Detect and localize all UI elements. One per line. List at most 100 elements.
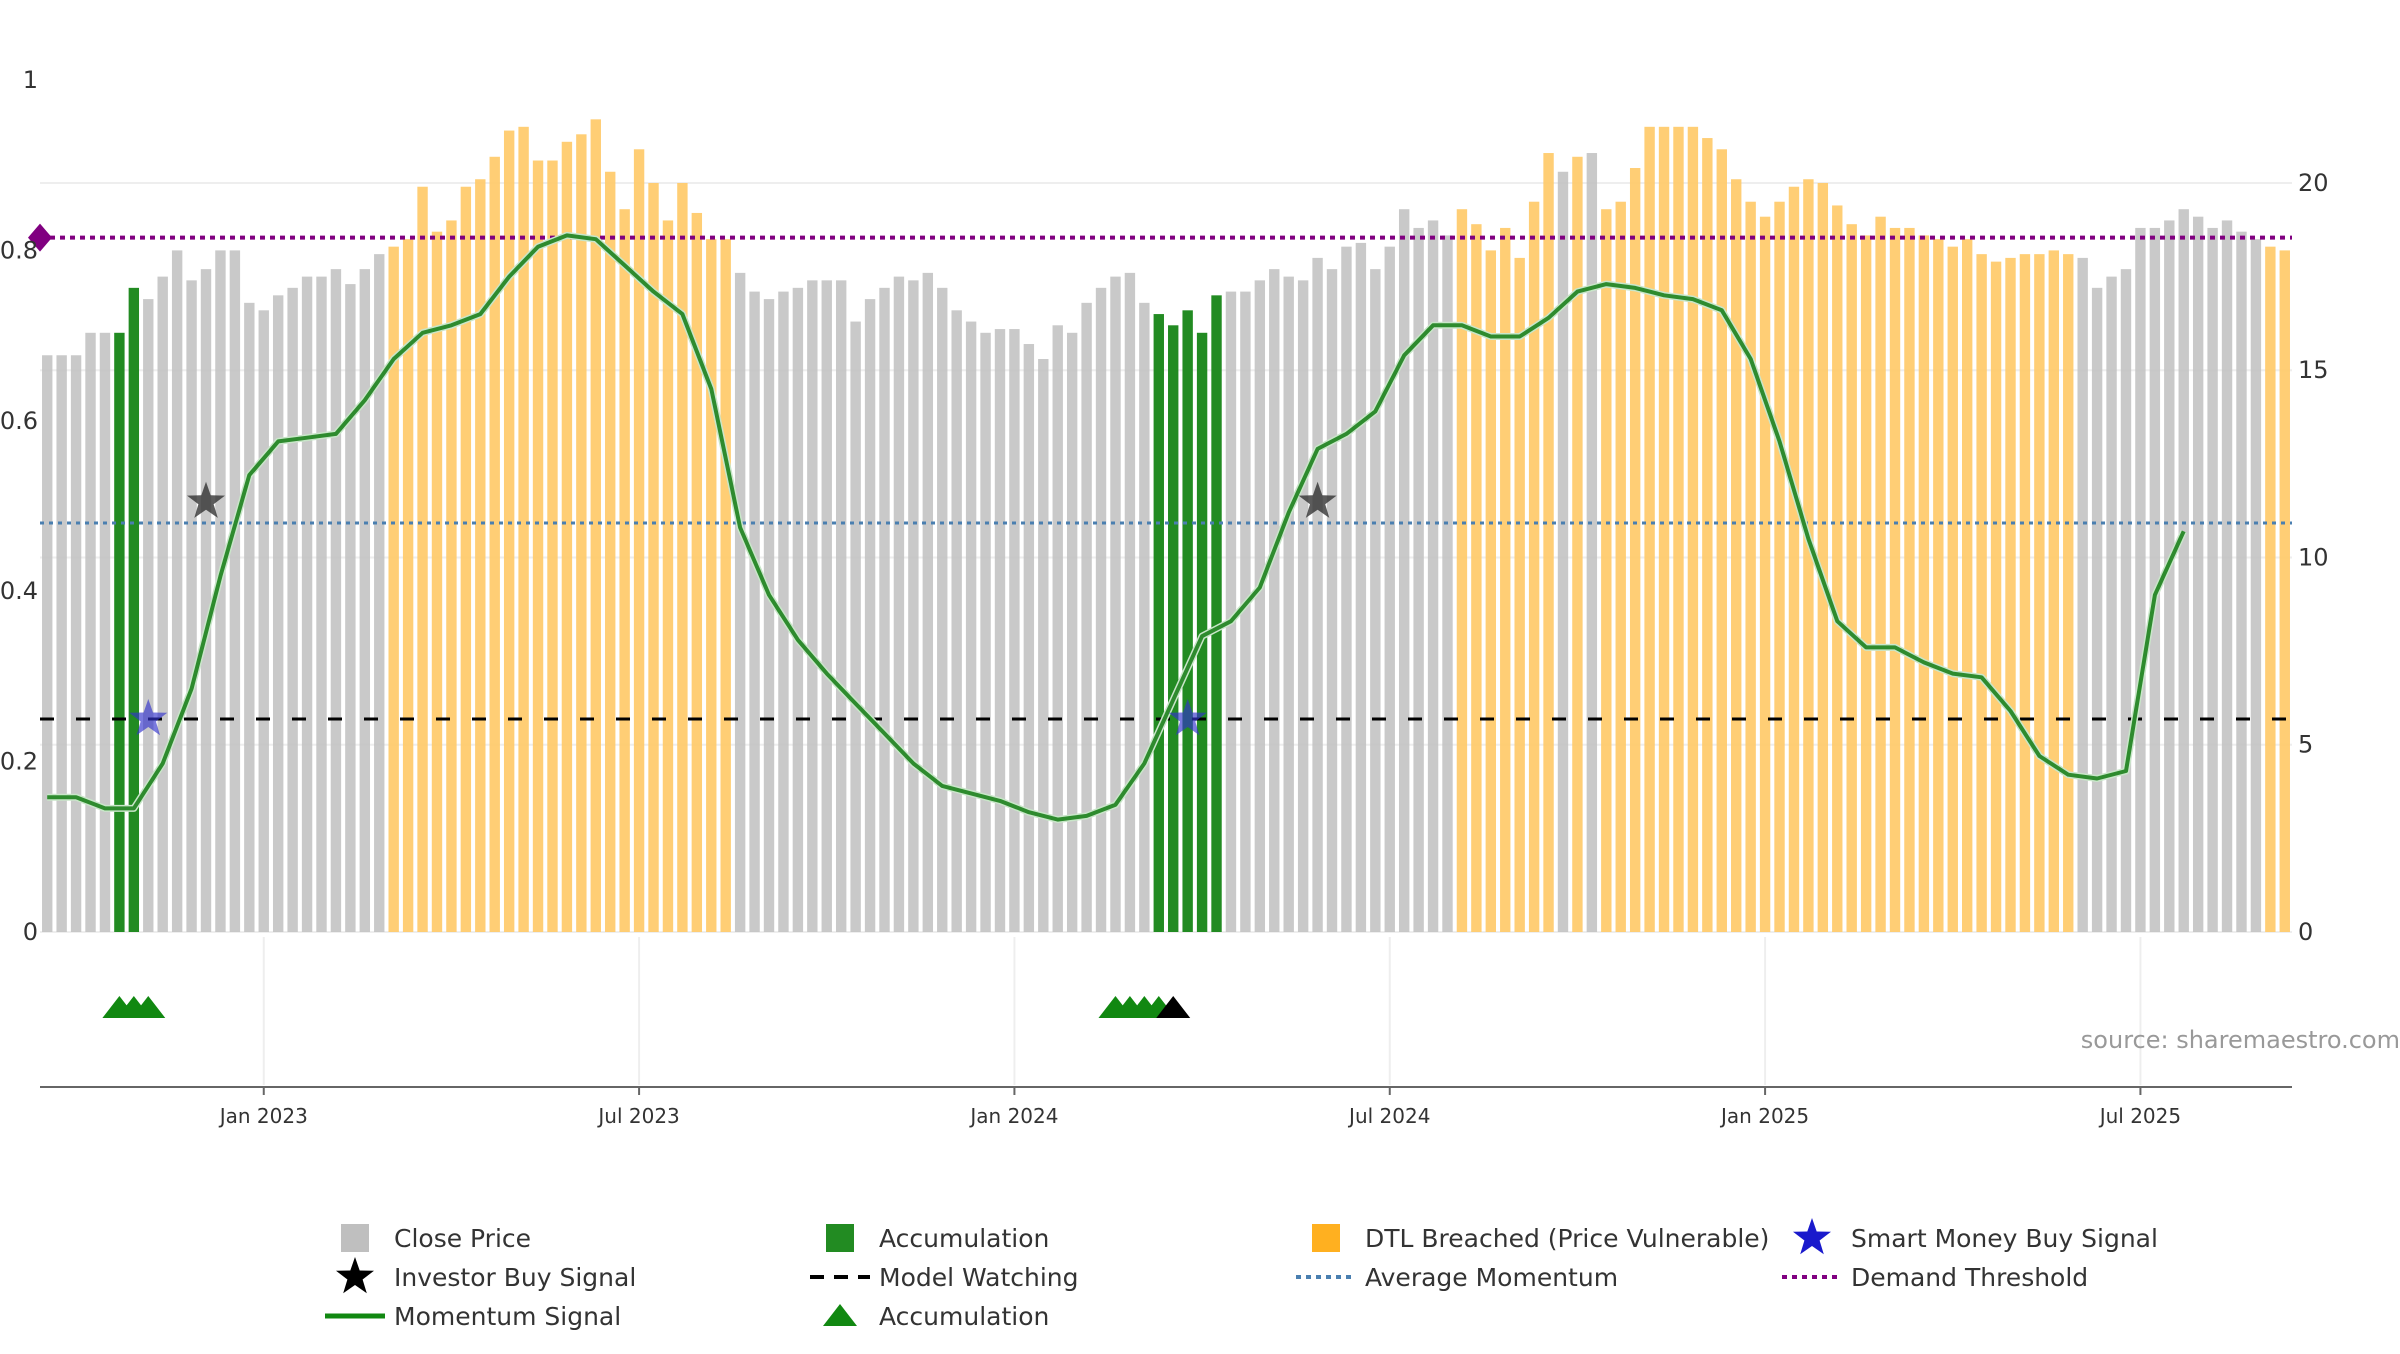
dtl-breached-bar xyxy=(1514,257,1525,932)
dtl-breached-bar xyxy=(1687,126,1699,933)
legend-item-dtl: DTL Breached (Price Vulnerable) xyxy=(1312,1224,1769,1253)
y-left-tick-label: 0 xyxy=(23,918,38,946)
dtl-breached-bar xyxy=(1759,216,1771,932)
y-left-tick-label: 0.8 xyxy=(0,236,38,264)
close-price-bar xyxy=(1110,276,1121,933)
signal-markers xyxy=(102,481,1337,1018)
close-price-bar xyxy=(200,269,212,933)
close-price-bar xyxy=(1066,332,1078,932)
dtl-breached-bar xyxy=(547,160,558,932)
dtl-breached-bar xyxy=(1528,201,1540,932)
dtl-breached-bar xyxy=(489,156,500,932)
legend-item-accum: Accumulation xyxy=(826,1224,1049,1253)
legend-label: Momentum Signal xyxy=(394,1302,621,1331)
close-price-bar xyxy=(1297,280,1309,932)
legend-label: Average Momentum xyxy=(1365,1263,1618,1292)
dtl-breached-bar xyxy=(576,134,587,933)
legend-item-investor: Investor Buy Signal xyxy=(336,1257,636,1294)
dtl-breached-bar xyxy=(2048,250,2060,932)
dtl-breached-bar xyxy=(590,119,601,933)
dtl-breached-bar xyxy=(1716,149,1727,933)
legend-item-close: Close Price xyxy=(341,1224,531,1253)
legend-label: Smart Money Buy Signal xyxy=(1851,1224,2158,1253)
y-left-tick-label: 0.4 xyxy=(0,577,38,605)
source-note: source: sharemaestro.com xyxy=(2081,1026,2400,1054)
legend-label: Investor Buy Signal xyxy=(394,1263,636,1292)
close-price-bar xyxy=(1427,220,1439,932)
close-price-bar xyxy=(330,269,342,933)
accumulation-bar xyxy=(1182,310,1193,932)
dtl-breached-bar xyxy=(1990,261,2002,933)
dtl-breached-bar xyxy=(532,160,544,932)
close-price-bar xyxy=(893,276,905,933)
close-price-bar xyxy=(229,250,241,932)
demand-threshold-marker xyxy=(28,223,52,252)
close-price-bar xyxy=(2164,220,2175,932)
close-price-bar xyxy=(374,254,385,933)
dtl-breached-bar xyxy=(1774,201,1785,932)
legend-label: Model Watching xyxy=(879,1263,1079,1292)
close-price-bar xyxy=(1283,276,1294,933)
close-price-bar xyxy=(171,250,183,932)
dtl-breached-bar xyxy=(1456,209,1468,932)
close-price-bar xyxy=(186,280,197,932)
dtl-breached-bar xyxy=(1904,227,1915,932)
accumulation-triangle-icon xyxy=(131,996,166,1018)
x-tick-label: Jan 2024 xyxy=(968,1104,1058,1128)
close-price-bar xyxy=(70,355,82,932)
smart-money-star-icon xyxy=(1168,699,1207,736)
legend-swatch-icon xyxy=(341,1224,369,1252)
close-price-bar xyxy=(2221,220,2233,932)
close-price-bar xyxy=(215,250,226,932)
dtl-breached-bar xyxy=(662,220,674,932)
dtl-breached-bar xyxy=(1860,235,1872,932)
dtl-breached-bar xyxy=(1485,250,1497,932)
close-price-bar xyxy=(1240,291,1251,933)
close-price-bar xyxy=(157,276,168,933)
dtl-breached-bar xyxy=(1918,235,1930,932)
close-price-bar xyxy=(835,280,847,932)
close-price-bar xyxy=(980,332,991,932)
dtl-breached-bar xyxy=(720,239,731,932)
dtl-breached-bar xyxy=(2005,257,2016,932)
momentum-line xyxy=(47,233,2186,822)
close-price-bar xyxy=(2236,231,2247,932)
close-price-bar xyxy=(1081,302,1092,932)
close-price-bar xyxy=(922,272,934,932)
dtl-breached-bar xyxy=(2019,254,2031,933)
dtl-breached-bar xyxy=(1817,182,1829,932)
close-price-bar xyxy=(2207,227,2218,932)
close-price-bar xyxy=(763,299,775,933)
close-price-bar xyxy=(1052,325,1063,932)
close-price-bar xyxy=(937,287,948,932)
close-price-bar xyxy=(1326,269,1338,933)
dtl-breached-bar xyxy=(1846,224,1857,932)
dtl-breached-bar xyxy=(1471,224,1482,932)
legend-item-momentum: Momentum Signal xyxy=(325,1302,621,1331)
x-tick-label: Jul 2024 xyxy=(1347,1104,1430,1128)
dtl-breached-bar xyxy=(1601,209,1612,932)
accumulation-bar xyxy=(1211,295,1222,932)
legend-star-icon xyxy=(336,1257,374,1294)
dtl-breached-bar xyxy=(2265,246,2276,933)
legend-item-watch: Model Watching xyxy=(810,1263,1079,1292)
close-price-bar xyxy=(821,280,832,932)
close-price-bar xyxy=(1254,280,1266,932)
dtl-breached-bar xyxy=(417,186,428,932)
accumulation-bar xyxy=(1168,325,1179,932)
dtl-breached-bar xyxy=(1803,179,1814,932)
close-price-bar xyxy=(359,269,371,933)
dtl-breached-bar xyxy=(1572,156,1583,932)
dtl-breached-bar xyxy=(1702,138,1713,933)
legend-triangle-icon xyxy=(823,1304,857,1326)
x-tick-label: Jul 2023 xyxy=(596,1104,679,1128)
investor-star-icon xyxy=(1298,481,1337,518)
close-price-bar xyxy=(258,310,269,932)
close-price-bar xyxy=(965,321,977,932)
close-price-bar xyxy=(1370,269,1381,933)
dtl-breached-bar xyxy=(2063,254,2074,933)
x-tick-label: Jul 2025 xyxy=(2098,1104,2181,1128)
dtl-breached-bar xyxy=(475,179,486,932)
close-price-bar xyxy=(316,276,327,933)
